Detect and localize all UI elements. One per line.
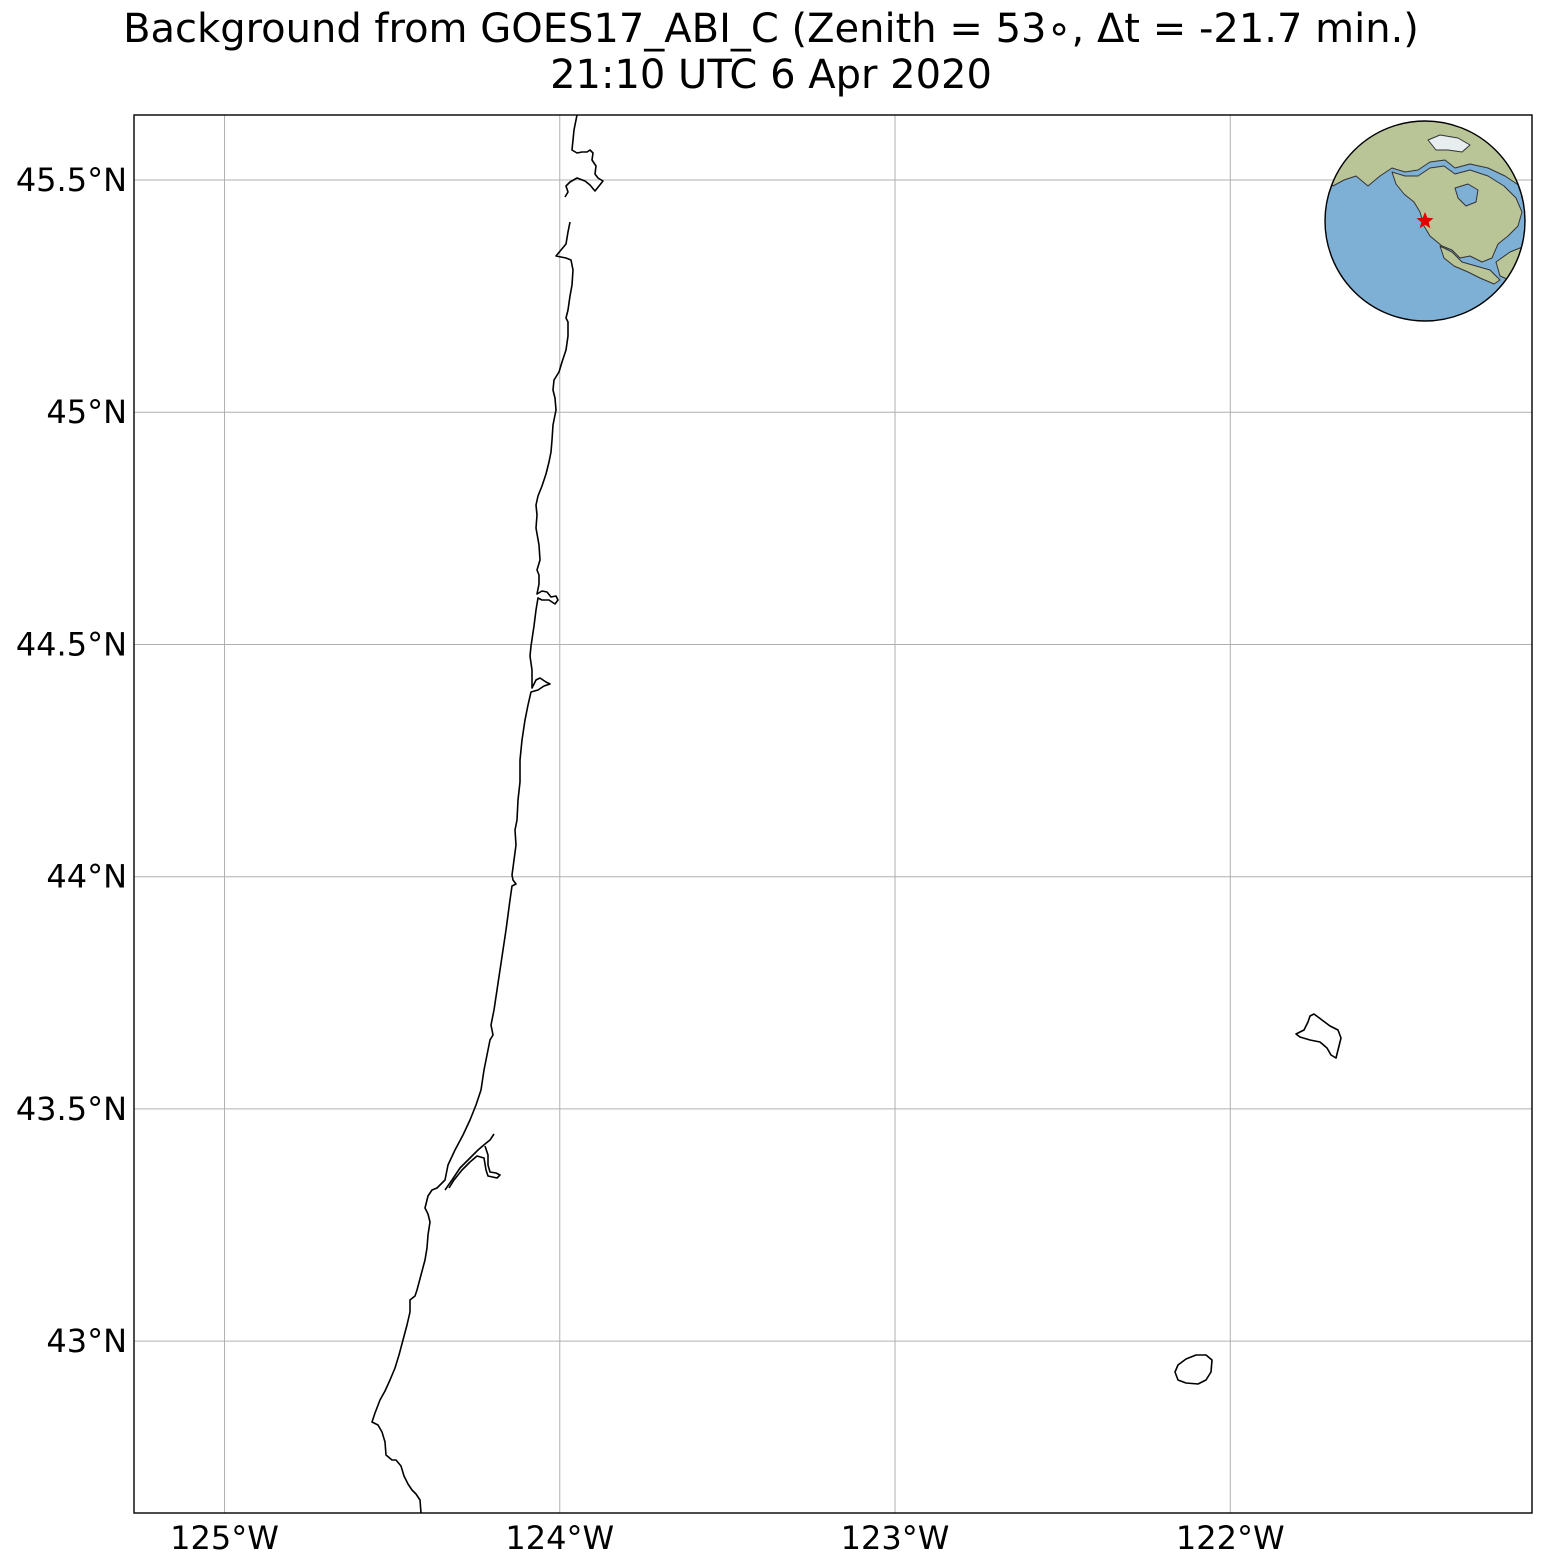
graticule <box>134 115 1532 1513</box>
globe-central-america <box>1439 245 1501 285</box>
y-tick-label: 44.5°N <box>16 625 127 663</box>
y-tick-label: 43°N <box>46 1322 127 1360</box>
coastline <box>371 115 604 1513</box>
location-star-marker <box>1416 212 1434 229</box>
globe-land-north <box>1325 121 1525 187</box>
title-line-2: 21:10 UTC 6 Apr 2020 <box>550 52 992 98</box>
coos-bay <box>444 1133 501 1191</box>
globe-outline <box>1324 120 1526 322</box>
globe-inset <box>1324 120 1526 322</box>
x-tick-label: 124°W <box>505 1519 614 1557</box>
x-tick-label: 123°W <box>841 1519 950 1557</box>
lake-island-2 <box>1174 1354 1213 1385</box>
map-title: Background from GOES17_ABI_C (Zenith = 5… <box>0 6 1542 98</box>
x-tick-label: 122°W <box>1176 1519 1285 1557</box>
y-tick-labels: 45.5°N 45°N 44.5°N 44°N 43.5°N 43°N <box>16 161 127 1360</box>
title-line-1: Background from GOES17_ABI_C (Zenith = 5… <box>123 6 1419 52</box>
globe-greenland <box>1427 134 1471 153</box>
y-tick-label: 45°N <box>46 393 127 431</box>
x-tick-labels: 125°W 124°W 123°W 122°W <box>170 1519 1284 1557</box>
y-tick-label: 44°N <box>46 858 127 896</box>
globe-hudson-bay <box>1454 183 1479 207</box>
map-area[interactable] <box>134 115 1532 1513</box>
lake-island-1 <box>1295 1013 1342 1059</box>
globe-north-america <box>1391 165 1523 263</box>
y-tick-label: 43.5°N <box>16 1090 127 1128</box>
y-tick-label: 45.5°N <box>16 161 127 199</box>
axes-frame <box>133 114 1533 1514</box>
x-tick-label: 125°W <box>170 1519 279 1557</box>
